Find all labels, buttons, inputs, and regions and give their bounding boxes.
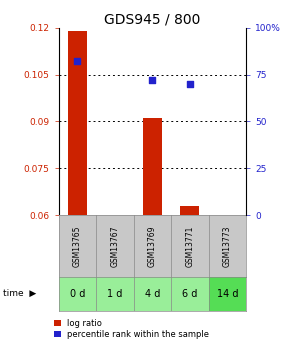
- Bar: [209, 277, 246, 311]
- Bar: [59, 277, 96, 311]
- Bar: [171, 277, 209, 311]
- Text: time  ▶: time ▶: [3, 289, 36, 298]
- Text: GSM13765: GSM13765: [73, 225, 82, 267]
- Bar: [68, 31, 87, 215]
- Point: [188, 81, 192, 87]
- Text: 0 d: 0 d: [70, 289, 85, 299]
- Text: 6 d: 6 d: [182, 289, 197, 299]
- Text: GSM13773: GSM13773: [223, 225, 232, 267]
- Bar: [180, 206, 199, 215]
- Text: 4 d: 4 d: [145, 289, 160, 299]
- Text: GSM13769: GSM13769: [148, 225, 157, 267]
- Point: [150, 77, 155, 83]
- Legend: log ratio, percentile rank within the sample: log ratio, percentile rank within the sa…: [54, 319, 209, 339]
- Text: GSM13767: GSM13767: [110, 225, 119, 267]
- Text: GSM13771: GSM13771: [185, 225, 194, 267]
- Text: 1 d: 1 d: [107, 289, 122, 299]
- Bar: [134, 277, 171, 311]
- Title: GDS945 / 800: GDS945 / 800: [104, 12, 200, 27]
- Point: [75, 59, 80, 64]
- Bar: [96, 277, 134, 311]
- Text: 14 d: 14 d: [217, 289, 238, 299]
- Bar: [143, 118, 162, 215]
